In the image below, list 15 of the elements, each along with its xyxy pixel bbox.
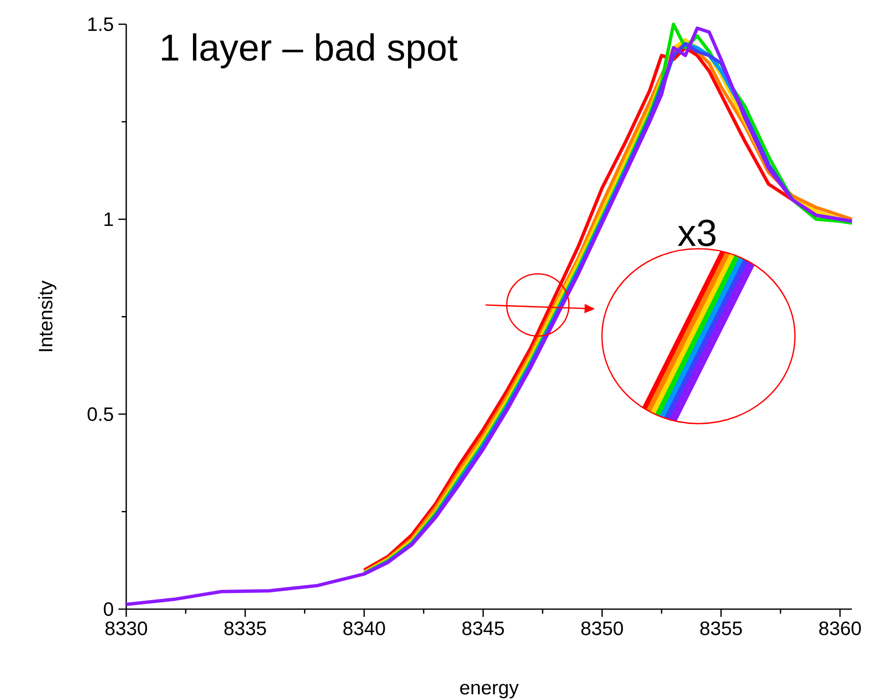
x-tick-label: 8335 [224,621,266,635]
x-tick-label: 8340 [343,621,385,635]
x-tick-label: 8330 [105,621,148,635]
y-tick-label: 0 [104,602,114,616]
chart-title: 1 layer – bad spot [162,33,458,68]
y-tick-label: 1 [104,212,113,226]
y-tick-label: 0.5 [88,407,114,421]
annotation: x3 [678,219,716,246]
x-tick-label: 8360 [819,621,861,635]
x-tick-label: 8350 [581,621,623,635]
x-axis-title: energy [460,684,519,698]
x-tick-label: 8345 [462,621,504,635]
y-tick-label: 1.5 [88,17,114,31]
x-tick-label: 8355 [700,621,742,635]
y-axis-title: Intensity [38,280,56,351]
